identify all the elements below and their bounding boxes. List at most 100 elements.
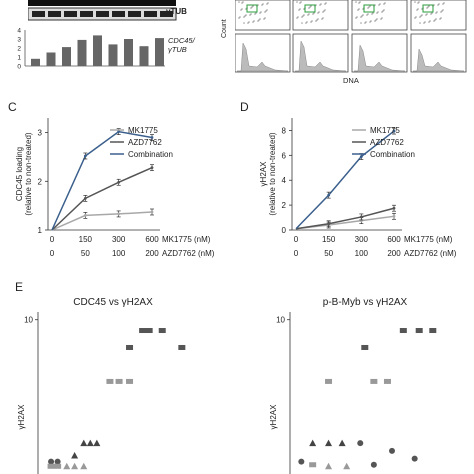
scatter-point-square [47,463,55,469]
legend-label-azd7762: AZD7762 [370,138,404,147]
bar-y-tick: 2 [17,46,21,53]
scatter-title: p-B-Myb vs γH2AX [323,297,408,308]
flow-dot [251,6,253,8]
scatter-y-tick-label: 10 [276,316,285,325]
data-point [117,130,121,134]
scatter-point-square [370,378,378,384]
y-tick-label: 2 [282,201,287,210]
scatter-title: CDC45 vs γH2AX [73,297,153,308]
flow-dot [368,6,370,8]
y-tick-label: 3 [38,129,43,138]
flow-dot [435,12,437,14]
y-axis-label: CDC45 loading(relative to non-treated) [15,132,33,215]
flow-dot [263,18,265,20]
flow-dot [298,9,300,11]
flow-histogram [295,40,347,72]
flow-dot [238,1,240,3]
blot-band [112,11,125,17]
flow-dot [440,17,442,19]
data-point [392,214,396,218]
flow-dot [417,8,419,10]
flow-dot [367,7,369,9]
flow-dot [250,13,252,15]
flow-dot [423,22,425,24]
flow-dot [253,20,255,22]
scatter-point-circle [357,440,364,447]
flow-dot [364,22,366,24]
flow-dot [257,20,259,22]
data-point [150,166,154,170]
flow-xlabel: DNA [343,76,359,85]
scatter-point-triangle [309,439,317,447]
x-tick-azd7762: 200 [387,249,401,258]
blot-band [128,11,141,17]
data-point [392,206,396,210]
data-point [117,212,121,216]
flow-dot [258,19,260,21]
flow-dot [259,18,261,20]
scatter-point-square [399,328,407,334]
flow-dot [265,10,267,12]
flow-dot [266,9,268,11]
scatter-point-square [126,344,134,350]
flow-histogram [354,44,406,72]
scatter-point-triangle [63,462,71,470]
bar [155,38,164,66]
chart-d-gh2ax: 0 2 4 6 8 γH2AX(relative to non-treated) MK177… [259,118,457,258]
blot-band [144,11,157,17]
flow-dot [308,7,310,9]
x-tick-mk1775: 300 [355,235,369,244]
flow-dot [305,22,307,24]
flow-dot [441,10,443,12]
cdc45-tub-label: CDC45/ γTUB [168,36,195,54]
flow-dot [245,14,247,16]
flow-dot [443,2,445,4]
y-tick-label: 4 [282,176,287,185]
x-tick-mk1775: 150 [322,235,336,244]
x-tick-mk1775: 600 [145,235,159,244]
flow-dot [372,12,374,14]
data-point [327,193,331,197]
flow-dot [296,1,298,3]
flow-dot [260,11,262,13]
y-axis-label-line: (relative to non-treated) [24,132,33,215]
flow-gate [363,4,375,13]
flow-dot [366,14,368,16]
flow-dot [433,4,435,6]
scatter-point-square [115,378,123,384]
flow-dot [419,16,421,18]
flow-dot [416,9,418,11]
flow-dot [238,17,240,19]
flow-dot [241,8,243,10]
flow-dot [255,12,257,14]
x-tick-azd7762: 0 [50,249,55,258]
flow-dot [257,4,259,6]
scatter-point-square [325,378,333,384]
flow-dot [357,9,359,11]
flow-dot [431,12,433,14]
scatter-point-triangle [71,451,79,459]
flow-dot [428,21,430,23]
flow-dot [243,22,245,24]
scatter-point-circle [411,455,418,462]
flow-dot [442,9,444,11]
bar [124,39,133,66]
flow-scatter-box [292,0,349,31]
flow-dot [317,18,319,20]
flow-dot [358,8,360,10]
data-point [327,222,331,226]
bar [93,35,102,66]
scatter-point-triangle [325,462,333,470]
cdc45-bar-chart: 4 3 2 1 0 [17,28,165,70]
flow-dot [369,21,371,23]
flow-dot [240,9,242,11]
flow-dot [378,4,380,6]
flow-dot [359,1,361,3]
flow-dot [266,3,268,5]
flow-dot [439,18,441,20]
flow-dot [360,16,362,18]
flow-dot [324,3,326,5]
x-tick-azd7762: 50 [324,249,333,258]
scatter-point-circle [54,458,61,465]
flow-dot [426,13,428,15]
